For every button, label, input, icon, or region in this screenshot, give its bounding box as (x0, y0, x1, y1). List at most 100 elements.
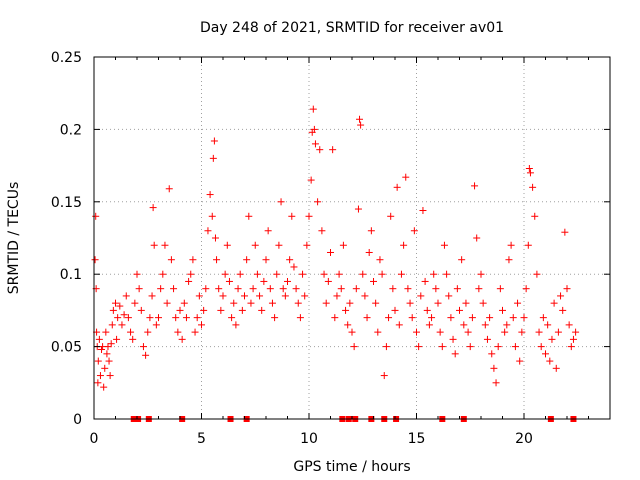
data-point (464, 328, 472, 336)
chart-title: Day 248 of 2021, SRMTID for receiver av0… (200, 20, 504, 36)
data-point (94, 379, 102, 387)
data-point (466, 343, 474, 351)
data-point (410, 227, 418, 235)
data-point (133, 270, 141, 278)
data-point (314, 198, 322, 206)
data-point (385, 314, 393, 322)
data-point (311, 140, 319, 148)
data-point (322, 299, 330, 307)
y-tick-label: 0.15 (51, 195, 82, 211)
data-point (557, 292, 565, 300)
data-point (135, 285, 143, 293)
data-point (357, 121, 365, 129)
data-point (509, 314, 517, 322)
data-point (395, 321, 403, 329)
data-point (483, 335, 491, 343)
data-point (481, 321, 489, 329)
data-point (361, 292, 369, 300)
data-point (161, 241, 169, 249)
x-tick-label: 5 (197, 431, 206, 447)
data-point (572, 328, 580, 336)
data-point (253, 270, 261, 278)
data-point (544, 321, 552, 329)
data-point (370, 277, 377, 285)
data-point (167, 256, 175, 264)
data-point (310, 125, 318, 133)
data-point (440, 241, 448, 249)
data-point (490, 364, 498, 372)
data-point (118, 321, 126, 329)
x-tick-label: 20 (515, 431, 533, 447)
data-point (539, 314, 547, 322)
data-point (430, 270, 438, 278)
data-point (329, 146, 337, 154)
data-point (331, 314, 339, 322)
data-point (165, 185, 173, 193)
x-axis-label: GPS time / hours (293, 459, 410, 475)
data-point (559, 306, 567, 314)
data-point (445, 292, 453, 300)
data-point (230, 299, 238, 307)
data-point (217, 306, 225, 314)
data-point (299, 270, 307, 278)
data-point (309, 105, 317, 113)
data-point (228, 314, 236, 322)
data-point (400, 241, 408, 249)
data-point (303, 241, 311, 249)
data-point (127, 328, 135, 336)
data-point (352, 285, 360, 293)
data-point (256, 292, 264, 300)
data-point (320, 270, 328, 278)
data-point (451, 350, 459, 358)
data-point (473, 234, 481, 242)
data-point (382, 343, 390, 351)
data-point (213, 256, 221, 264)
data-point (393, 183, 401, 191)
data-point (112, 299, 119, 307)
data-point (413, 328, 420, 336)
y-tick-label: 0.2 (60, 122, 82, 138)
data-point (292, 285, 300, 293)
data-point (542, 350, 549, 358)
data-point (159, 270, 167, 278)
data-point (505, 256, 513, 264)
data-point (275, 241, 283, 249)
data-point (193, 314, 201, 322)
x-tick-label: 10 (300, 431, 318, 447)
data-point (232, 321, 240, 329)
data-point (137, 306, 145, 314)
data-point (219, 292, 227, 300)
data-point (374, 328, 382, 336)
data-point (198, 321, 205, 329)
data-point (525, 164, 533, 172)
data-point (108, 321, 116, 329)
data-point (511, 343, 519, 351)
data-point (348, 328, 356, 336)
data-point (92, 212, 100, 220)
x-tick-label: 0 (90, 431, 99, 447)
data-point (486, 314, 494, 322)
data-point (290, 263, 298, 271)
data-point (95, 335, 103, 343)
y-axis-label: SRMTID / TECUs (6, 182, 22, 295)
data-point (120, 311, 128, 319)
data-point (546, 357, 554, 365)
data-point (344, 321, 352, 329)
data-point (101, 364, 109, 372)
data-point (552, 364, 560, 372)
data-point (238, 306, 246, 314)
data-point (294, 299, 302, 307)
data-point (406, 299, 414, 307)
data-point (327, 248, 334, 256)
data-point (262, 256, 270, 264)
data-point (554, 328, 562, 336)
data-point (548, 335, 556, 343)
data-point (157, 285, 165, 293)
data-point (286, 256, 294, 264)
data-point (182, 314, 190, 322)
data-point (243, 256, 251, 264)
data-point (479, 299, 487, 307)
data-point (419, 206, 427, 214)
data-point (234, 285, 242, 293)
data-point (417, 292, 425, 300)
